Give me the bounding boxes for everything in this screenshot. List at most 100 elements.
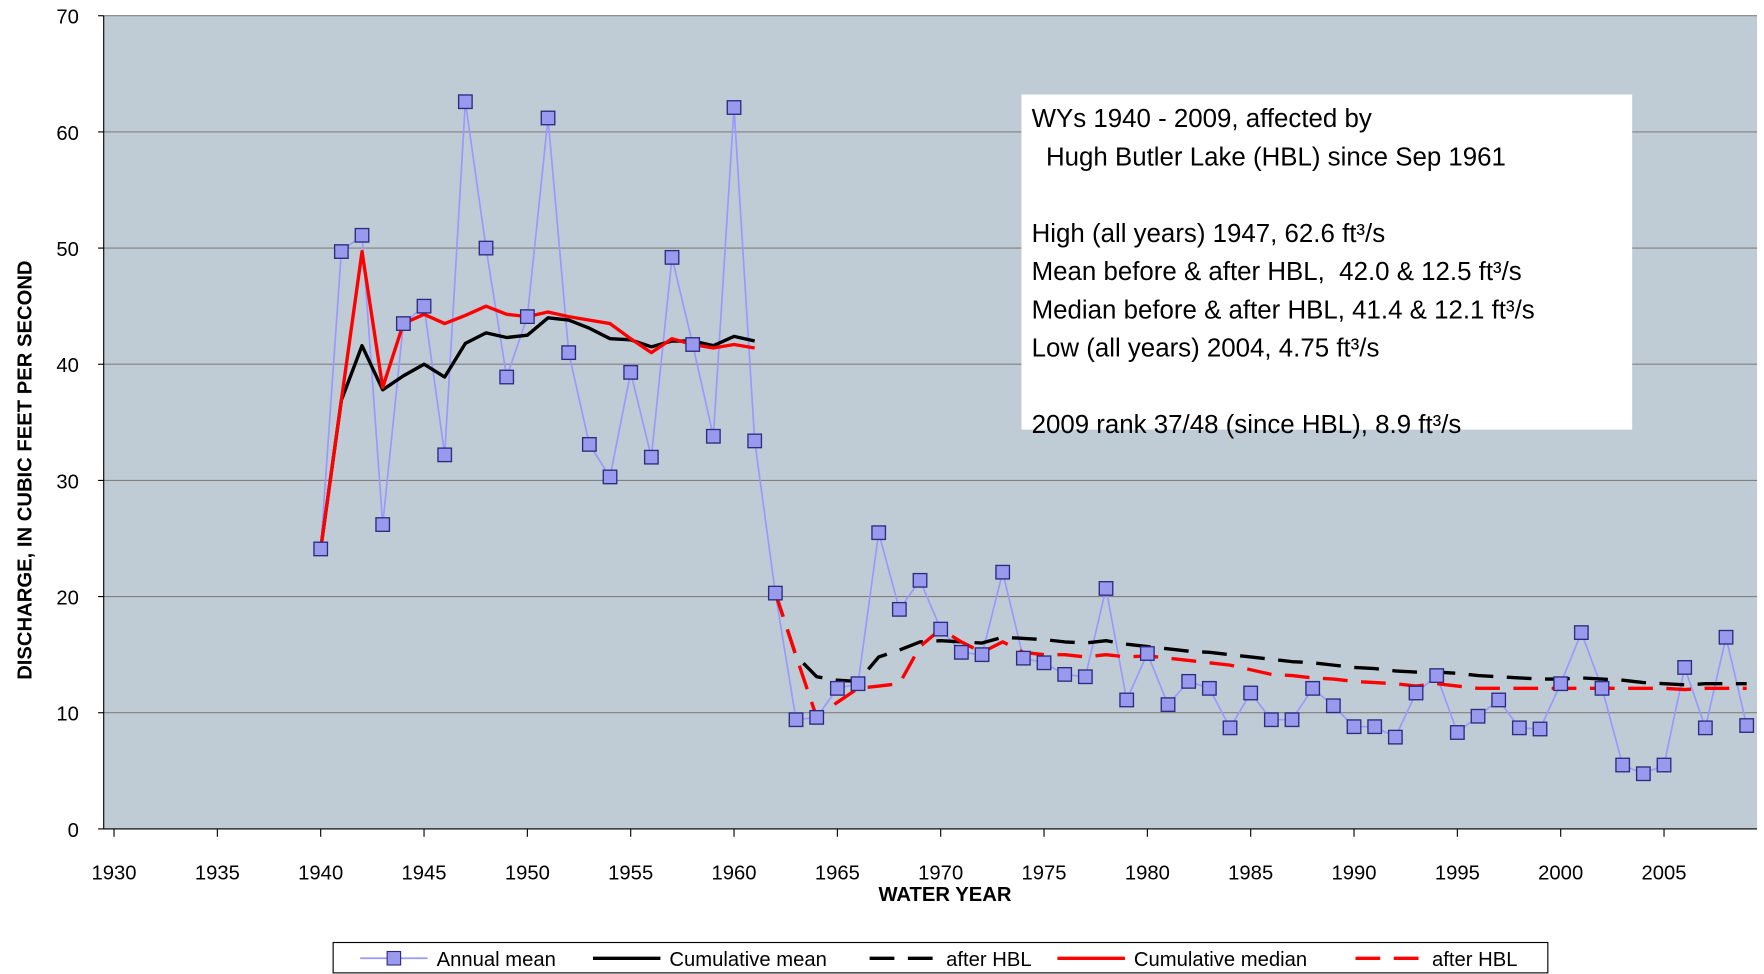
point bbox=[1470, 708, 1486, 724]
point bbox=[457, 94, 473, 110]
point bbox=[478, 240, 494, 256]
legend-label: Cumulative median bbox=[1134, 949, 1307, 971]
y-axis-label: DISCHARGE, IN CUBIC FEET PER SECOND bbox=[15, 260, 37, 679]
point bbox=[1635, 766, 1651, 782]
point bbox=[705, 428, 721, 444]
x-tick-label: 1965 bbox=[815, 863, 860, 885]
point bbox=[1284, 712, 1300, 728]
point bbox=[1057, 666, 1073, 682]
x-axis-label: WATER YEAR bbox=[878, 884, 1011, 906]
y-tick-label: 30 bbox=[56, 471, 79, 493]
x-tick-label: 1960 bbox=[712, 863, 757, 885]
point bbox=[1656, 757, 1672, 773]
point bbox=[1408, 685, 1424, 701]
point bbox=[561, 345, 577, 361]
y-tick-label: 10 bbox=[56, 704, 79, 726]
point bbox=[540, 110, 556, 126]
point bbox=[871, 525, 887, 541]
legend bbox=[332, 941, 1549, 974]
point bbox=[933, 621, 949, 637]
x-tick-label: 1930 bbox=[92, 863, 137, 885]
point bbox=[1553, 676, 1569, 692]
x-tick-label: 1955 bbox=[608, 863, 653, 885]
point bbox=[375, 517, 391, 532]
point bbox=[643, 449, 659, 465]
point bbox=[953, 644, 969, 660]
y-tick-label: 60 bbox=[56, 123, 79, 145]
x-tick-label: 1970 bbox=[918, 863, 963, 885]
point bbox=[685, 337, 701, 352]
point bbox=[809, 709, 825, 725]
series bbox=[313, 94, 1755, 782]
point bbox=[1243, 685, 1259, 701]
annotation-line: Low (all years) 2004, 4.75 ft³/s bbox=[1032, 335, 1380, 363]
point bbox=[395, 316, 411, 332]
point bbox=[499, 369, 515, 385]
x-tick-label: 1985 bbox=[1228, 863, 1273, 885]
point bbox=[664, 249, 680, 265]
point bbox=[1718, 629, 1734, 645]
point bbox=[1346, 719, 1362, 735]
point bbox=[437, 447, 453, 463]
point bbox=[1077, 669, 1093, 685]
point bbox=[995, 564, 1011, 580]
point bbox=[1677, 660, 1693, 675]
point bbox=[1139, 646, 1155, 661]
point bbox=[891, 601, 907, 617]
x-tick-label: 1950 bbox=[505, 863, 550, 885]
point bbox=[788, 712, 804, 728]
x-tick-label: 1935 bbox=[195, 863, 240, 885]
point bbox=[519, 309, 535, 325]
point bbox=[850, 676, 866, 692]
point bbox=[416, 298, 432, 314]
point bbox=[1511, 720, 1527, 736]
x-tick-label: 1995 bbox=[1435, 863, 1480, 885]
annotation-line: 2009 rank 37/48 (since HBL), 8.9 ft³/s bbox=[1032, 411, 1462, 439]
point bbox=[354, 227, 370, 243]
legend-label: after HBL bbox=[1432, 949, 1517, 971]
point bbox=[1263, 712, 1279, 728]
x-tick-label: 1990 bbox=[1332, 863, 1377, 885]
point bbox=[1015, 650, 1031, 666]
point bbox=[1098, 581, 1114, 596]
point bbox=[1429, 668, 1445, 683]
x-tick-label: 1980 bbox=[1125, 863, 1170, 885]
point bbox=[1201, 680, 1217, 696]
point bbox=[747, 433, 763, 449]
legend-label: Cumulative mean bbox=[669, 949, 826, 971]
point bbox=[1449, 725, 1465, 740]
y-tick-label: 50 bbox=[56, 239, 79, 261]
point bbox=[1387, 729, 1403, 745]
annotation-line: WYs 1940 - 2009, affected by bbox=[1032, 105, 1372, 133]
y-tick-label: 40 bbox=[56, 355, 79, 377]
legend-label: Annual mean bbox=[437, 949, 556, 971]
x-tick-label: 1940 bbox=[298, 863, 343, 885]
annotation-line: High (all years) 1947, 62.6 ft³/s bbox=[1032, 220, 1386, 248]
point bbox=[1305, 680, 1321, 696]
point bbox=[1367, 719, 1383, 735]
point bbox=[1573, 625, 1589, 641]
series-line bbox=[319, 100, 1748, 775]
y-tick-label: 20 bbox=[56, 587, 79, 609]
point bbox=[1739, 718, 1755, 733]
point bbox=[333, 244, 349, 259]
x-tick-label: 1945 bbox=[402, 863, 447, 885]
point bbox=[767, 585, 783, 601]
annotation-box bbox=[1021, 94, 1633, 430]
point bbox=[829, 680, 845, 696]
legend-marker bbox=[386, 950, 402, 966]
point bbox=[1594, 680, 1610, 696]
legend-items: Annual mean Cumulative mean after HBL Cumul… bbox=[360, 949, 1517, 971]
point bbox=[602, 469, 618, 485]
y-tick-label: 0 bbox=[68, 820, 79, 842]
point bbox=[623, 364, 639, 380]
point bbox=[1325, 698, 1341, 714]
series-line bbox=[319, 249, 755, 550]
x-tick-label: 1975 bbox=[1022, 863, 1067, 885]
point bbox=[726, 100, 742, 115]
point bbox=[1119, 692, 1135, 708]
point bbox=[912, 572, 928, 588]
annotation: WYs 1940 - 2009, affected by Hugh Butler… bbox=[1032, 105, 1535, 439]
point bbox=[1532, 721, 1548, 737]
